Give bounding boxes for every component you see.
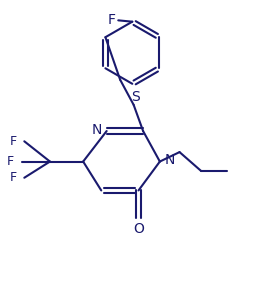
Text: F: F — [10, 171, 17, 184]
Text: F: F — [10, 135, 17, 148]
Text: F: F — [108, 13, 116, 26]
Text: S: S — [131, 90, 139, 104]
Text: N: N — [91, 123, 102, 137]
Text: F: F — [7, 155, 14, 168]
Text: O: O — [133, 222, 144, 236]
Text: N: N — [165, 153, 175, 167]
